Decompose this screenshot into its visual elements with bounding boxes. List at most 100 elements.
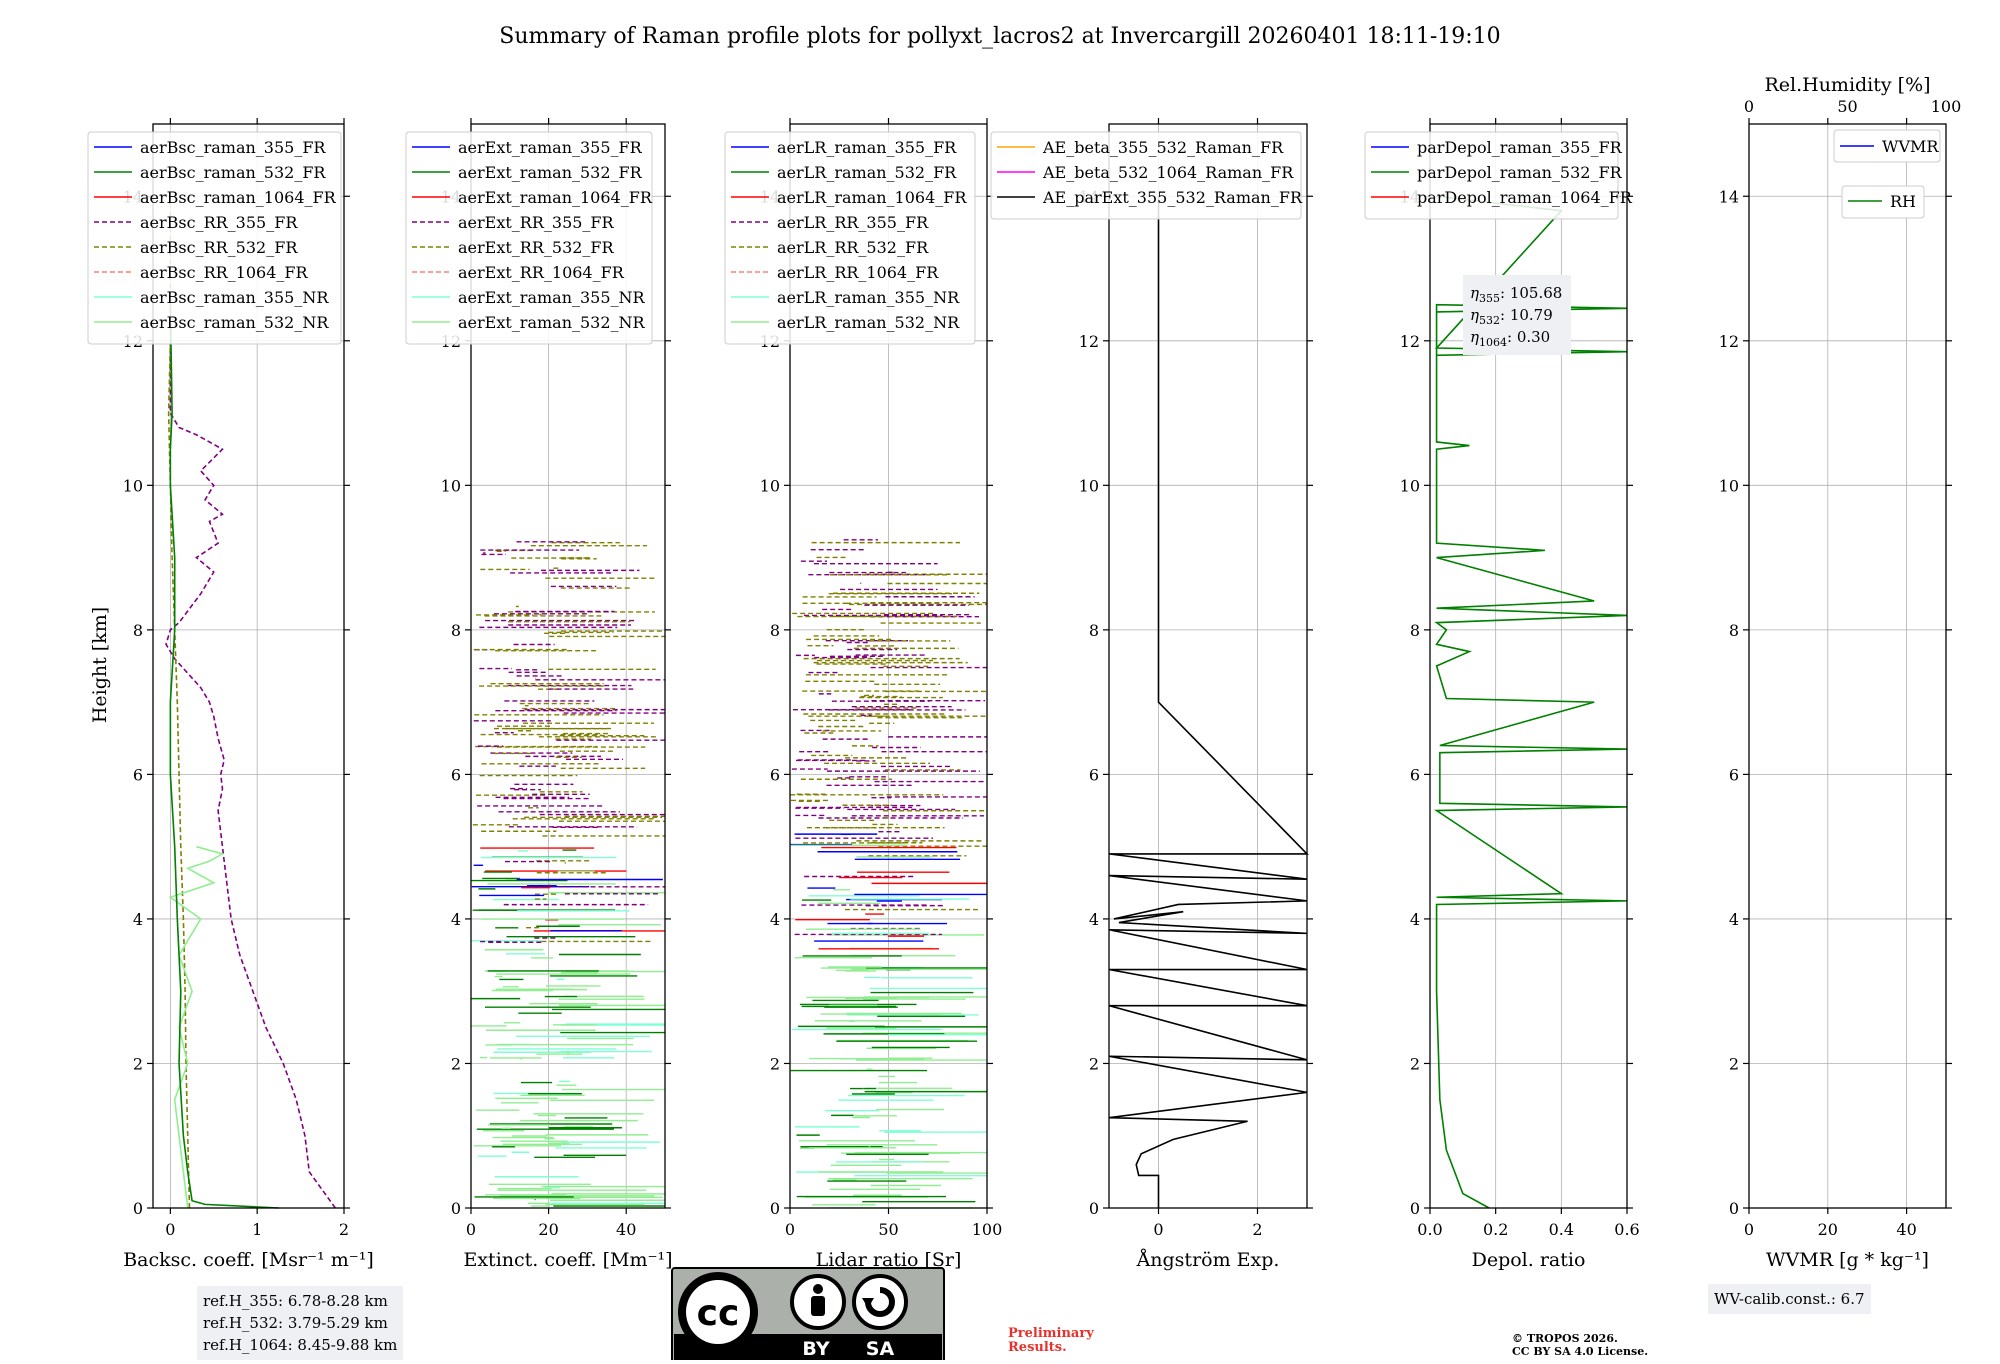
y-tick-label: 8: [451, 621, 461, 640]
x-tick-label: 2: [339, 1220, 349, 1239]
legend: aerBsc_raman_355_FR aerBsc_raman_532_FRae…: [87, 131, 342, 345]
badge-sa-label: SA: [866, 1338, 895, 1360]
legend-entry: aerExt_raman_355_NR: [458, 288, 646, 307]
legend-entry: aerExt_raman_355_FR: [458, 138, 643, 157]
x-tick-label: 0: [466, 1220, 476, 1239]
x-axis-label: Ångström Exp.: [1136, 1249, 1280, 1271]
y-tick-label: 2: [133, 1054, 143, 1073]
y-tick-label: 6: [1410, 765, 1420, 784]
eta-box: [1463, 275, 1571, 355]
y-tick-label: 8: [1729, 621, 1739, 640]
legend-entry: aerBsc_raman_1064_FR: [140, 188, 337, 207]
y-tick-label: 0: [133, 1199, 143, 1218]
series-aerBsc_raman_532_NR: [168, 845, 225, 1209]
x-tick-label: 100: [972, 1220, 1003, 1239]
legend-entry: aerLR_raman_532_NR: [777, 313, 960, 332]
y-tick-label: 8: [133, 621, 143, 640]
sa-arrow-head: [862, 1298, 874, 1308]
legend-entry: aerBsc_raman_532_FR: [140, 163, 326, 182]
panel-lidarratio: 02468101214050100Lidar ratio [Sr]aerLR_r…: [724, 118, 1003, 1271]
top-x-tick-label: 100: [1931, 97, 1962, 116]
preliminary-line-1: Preliminary: [1008, 1326, 1094, 1341]
legend-box: [990, 131, 1302, 220]
x-tick-label: 0: [1744, 1220, 1754, 1239]
legend-entry: parDepol_raman_1064_FR: [1417, 188, 1633, 207]
legend-entry: RH: [1890, 192, 1916, 211]
y-tick-label: 6: [1729, 765, 1739, 784]
badge-by-label: BY: [802, 1338, 829, 1360]
axes-frame: [1108, 123, 1308, 1209]
eta-value: η1064: 0.30: [1470, 328, 1550, 349]
copyright-line-1: © TROPOS 2026.: [1512, 1332, 1618, 1345]
legend-entry: aerLR_RR_355_FR: [777, 213, 929, 232]
x-tick-label: 40: [616, 1220, 636, 1239]
legend-entry: aerExt_RR_532_FR: [458, 238, 615, 257]
legend-entry: aerExt_raman_1064_FR: [458, 188, 653, 207]
legend-box: [1841, 185, 1925, 219]
x-tick-label: 40: [1896, 1220, 1916, 1239]
x-tick-label: 0.6: [1614, 1220, 1639, 1239]
legend-rh: RH: [1841, 185, 1925, 219]
legend-entry: aerLR_raman_1064_FR: [777, 188, 967, 207]
top-x-tick-label: 0: [1744, 97, 1754, 116]
y-tick-label: 6: [451, 765, 461, 784]
legend-entry: aerBsc_RR_532_FR: [140, 238, 298, 257]
y-tick-label: 0: [1410, 1199, 1420, 1218]
x-tick-label: 0: [785, 1220, 795, 1239]
y-tick-label: 10: [123, 476, 143, 495]
y-tick-label: 6: [1089, 765, 1099, 784]
ref-height-532: ref.H_532: 3.79-5.29 km: [203, 1314, 388, 1332]
x-tick-label: 1: [252, 1220, 262, 1239]
axes-frame: [152, 123, 345, 1209]
legend-entry: aerLR_raman_355_NR: [777, 288, 960, 307]
legend-box: [405, 131, 653, 345]
y-tick-label: 10: [441, 476, 461, 495]
x-axis-label: Backsc. coeff. [Msr⁻¹ m⁻¹]: [123, 1249, 374, 1271]
legend-entry: aerBsc_RR_355_FR: [140, 213, 298, 232]
y-tick-label: 2: [1410, 1054, 1420, 1073]
legend-entry: AE_beta_355_532_Raman_FR: [1042, 138, 1284, 157]
axes-frame: [470, 123, 666, 1209]
y-tick-label: 2: [770, 1054, 780, 1073]
legend-entry: aerLR_RR_532_FR: [777, 238, 929, 257]
legend-wvmr: WVMR: [1833, 129, 1941, 163]
copyright-note: © TROPOS 2026. CC BY SA 4.0 License.: [1512, 1332, 1648, 1358]
x-axis-label: WVMR [g * kg⁻¹]: [1766, 1249, 1929, 1271]
legend-entry: aerLR_raman_355_FR: [777, 138, 957, 157]
legend-entry: aerBsc_RR_1064_FR: [140, 263, 309, 282]
wv-calib-box: WV-calib.const.: 6.7: [1708, 1284, 1871, 1314]
top-axis-label: Rel.Humidity [%]: [1764, 74, 1930, 96]
legend-entry: aerBsc_raman_532_NR: [140, 313, 329, 332]
by-person-body: [811, 1296, 825, 1316]
x-tick-label: 20: [1818, 1220, 1838, 1239]
legend: parDepol_raman_355_FR parDepol_raman_532_…: [1364, 131, 1633, 220]
legend-entry: parDepol_raman_355_FR: [1417, 138, 1623, 157]
x-tick-label: 0.4: [1549, 1220, 1574, 1239]
legend-entry: AE_beta_532_1064_Raman_FR: [1042, 163, 1294, 182]
legend-entry: aerLR_RR_1064_FR: [777, 263, 939, 282]
cc-license-badge: cc BY SA: [671, 1267, 945, 1363]
series-AE_parExt_355_532_Raman_FR: [1108, 196, 1309, 1208]
legend: AE_beta_355_532_Raman_FR AE_beta_532_1064…: [990, 131, 1303, 220]
noisy-profile-segments: [790, 539, 987, 1209]
legend-box: [87, 131, 342, 345]
x-tick-label: 0: [1153, 1220, 1163, 1239]
sa-arrow-icon: [852, 1274, 908, 1330]
preliminary-line-2: Results.: [1008, 1340, 1067, 1355]
y-tick-label: 0: [1089, 1199, 1099, 1218]
panel-wvmr: 0 2 4 6 8 10 12 14 0 20 40 WVMR [g * kg⁻¹] 0 50 100Rel…: [1719, 74, 1962, 1271]
series-aerBsc_RR_532_FR: [167, 196, 191, 1209]
y-tick-label: 4: [451, 910, 461, 929]
x-tick-label: 50: [878, 1220, 898, 1239]
x-tick-label: 0: [165, 1220, 175, 1239]
y-tick-label: 2: [451, 1054, 461, 1073]
legend-entry: aerBsc_raman_355_NR: [140, 288, 329, 307]
series-aerBsc_raman_532_FR: [169, 304, 279, 1209]
y-tick-label: 4: [133, 910, 143, 929]
x-axis-label: Extinct. coeff. [Mm⁻¹]: [463, 1249, 672, 1271]
y-tick-label: 10: [1079, 476, 1099, 495]
ref-height-355: ref.H_355: 6.78-8.28 km: [203, 1292, 388, 1310]
